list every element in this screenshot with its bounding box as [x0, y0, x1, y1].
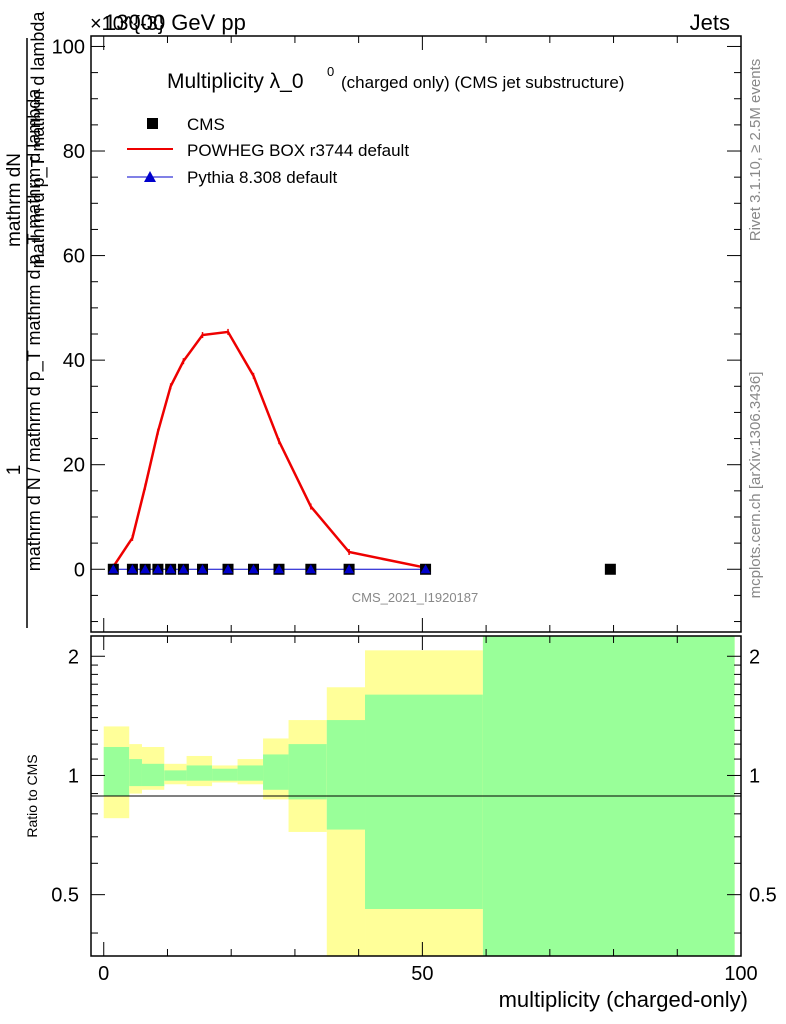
header-left: 13000 GeV pp — [104, 10, 246, 35]
pythia-point — [140, 564, 151, 574]
ratio-band-green — [129, 759, 142, 787]
legend-label-pythia: Pythia 8.308 default — [187, 168, 338, 187]
ratio-y-tick-label-right: 1 — [749, 765, 760, 787]
chart-title: Multiplicity λ_0 0 (charged only) (CMS j… — [167, 64, 624, 93]
x-tick-label: 100 — [724, 963, 757, 985]
title-sub: (charged only) (CMS jet substructure) — [341, 73, 624, 92]
analysis-watermark: CMS_2021_I1920187 — [352, 590, 479, 605]
ratio-y-tick-label: 1 — [68, 765, 79, 787]
legend-marker-cms — [147, 118, 158, 129]
x-tick-label: 0 — [98, 963, 109, 985]
mcplots-text: mcplots.cern.ch [arXiv:1306.3436] — [747, 372, 764, 599]
ratio-panel-frame — [90, 635, 742, 957]
pythia-point — [420, 564, 431, 574]
main-y-tick-label: 100 — [52, 36, 85, 58]
rivet-version-text: Rivet 3.1.10, ≥ 2.5M events — [747, 59, 764, 242]
pythia-point — [344, 564, 355, 574]
main-y-tick-label: 80 — [63, 141, 85, 163]
legend-label-cms: CMS — [187, 115, 225, 134]
ratio-y-axis-label: Ratio to CMS — [24, 754, 40, 837]
main-y-tick-label: 40 — [63, 350, 85, 372]
title-superscript: 0 — [327, 64, 334, 79]
pythia-point — [178, 564, 189, 574]
pythia-point — [152, 564, 163, 574]
pythia-point — [165, 564, 176, 574]
pythia-point — [108, 564, 119, 574]
ratio-y-tick-label-right: 0.5 — [749, 885, 777, 907]
pythia-point — [197, 564, 208, 574]
ratio-band-green — [288, 744, 327, 800]
ratio-band-green — [103, 746, 130, 796]
ratio-axis-ticks: 0.5 0.5 1 1 2 2 — [51, 646, 777, 934]
legend: CMS POWHEG BOX r3744 default Pythia 8.30… — [127, 115, 409, 187]
main-data-layer — [107, 328, 616, 575]
pythia-point — [305, 564, 316, 574]
ratio-y-tick-label: 2 — [68, 646, 79, 668]
ylabel-one: 1 — [4, 465, 25, 476]
pythia-point — [273, 564, 284, 574]
ratio-band-green — [263, 754, 289, 790]
main-y-tick-label: 60 — [63, 246, 85, 268]
cms-data-point — [604, 563, 616, 575]
main-y-axis-label: 1 mathrm d N / mathrm d p_T mathrm d p_T… — [4, 11, 49, 628]
ratio-band-green — [237, 765, 264, 781]
title-main: Multiplicity λ_0 — [167, 70, 304, 93]
legend-label-powheg: POWHEG BOX r3744 default — [187, 141, 409, 160]
ylabel-numerator-2: mathrm d p_T mathrm d lambda — [28, 11, 49, 269]
ratio-band-green — [186, 765, 213, 781]
pythia-point — [127, 564, 138, 574]
x-tick-label: 50 — [411, 963, 433, 985]
ratio-band-green — [365, 694, 483, 910]
legend-marker-pythia — [144, 171, 156, 182]
main-axis-ticks: 0 20 40 60 80 100 — [52, 36, 741, 623]
ratio-y-tick-label: 0.5 — [51, 885, 79, 907]
ratio-band-green — [212, 768, 238, 781]
pythia-point — [248, 564, 259, 574]
main-y-tick-label: 20 — [63, 455, 85, 477]
ratio-band-green — [141, 763, 165, 787]
header-exponent: ×10^{-3} — [90, 13, 165, 35]
ylabel-denominator: mathrm d N / mathrm d p_T mathrm d p_T m… — [24, 88, 45, 571]
series-line-powheg — [112, 330, 426, 569]
ratio-y-tick-label-right: 2 — [749, 646, 760, 668]
main-y-tick-label: 0 — [74, 559, 85, 581]
pythia-point — [223, 564, 234, 574]
x-axis-label: multiplicity (charged-only) — [499, 987, 748, 1012]
header-right: Jets — [690, 10, 730, 35]
x-axis-ticks: 0 50 100 — [98, 36, 758, 985]
ratio-band-green — [164, 770, 187, 781]
ylabel-numerator: mathrm dN — [4, 153, 25, 247]
ratio-band-green — [326, 720, 366, 830]
